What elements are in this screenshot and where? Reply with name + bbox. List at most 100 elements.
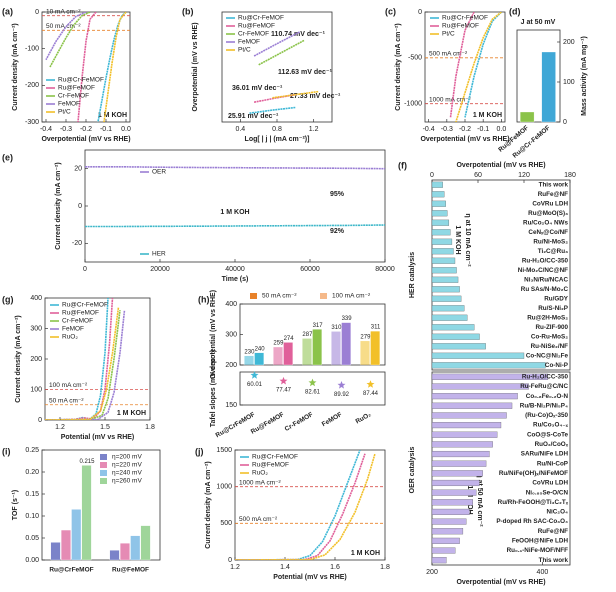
bar [431, 528, 464, 535]
x-tick-label: FeMOF [321, 411, 344, 428]
y-tick-label: 100 [30, 386, 42, 393]
annotation: 1 M KOH [220, 209, 249, 216]
bar [431, 547, 456, 554]
x-tick-label: -0.4 [423, 126, 435, 133]
panel-label: (g) [2, 294, 14, 304]
data-label: 240 [255, 346, 266, 352]
y-axis-title: Mass activity (mA mg⁻¹) [581, 36, 588, 116]
data-label: 77.47 [276, 388, 292, 394]
y-axis-title: TOF (s⁻¹) [12, 490, 19, 520]
y-axis-title: Tafel slopes (mV dec⁻¹) [210, 350, 217, 427]
bar [360, 340, 370, 366]
x-tick-label: 1.8 [145, 424, 155, 431]
y-axis-title: Current density (mA cm⁻²) [205, 461, 212, 548]
category-label: Ti₂C@Ru₃ [538, 248, 568, 255]
y-tick-label: 500 [220, 520, 232, 527]
annotation: J at 50 mV [521, 19, 556, 26]
y-tick-label: 0.20 [25, 469, 39, 476]
data-label: 230 [244, 349, 255, 355]
category-label: Ru-NiSe₂/NF [531, 343, 569, 350]
x-tick-label: 1.8 [380, 564, 390, 571]
series-line [45, 306, 120, 420]
data-label: 310 [331, 325, 342, 331]
legend-label: 100 mA cm⁻² [332, 293, 371, 300]
x-axis-title: Overpotential (mV vs RHE) [420, 136, 509, 143]
y-tick-label: 100 [563, 79, 575, 86]
bar [120, 543, 130, 561]
reference-label: 50 mA cm⁻² [49, 397, 84, 404]
plot-frame [431, 179, 571, 371]
bar [431, 276, 459, 283]
x-tick-label: 1.2 [55, 424, 65, 431]
x-tick-label: 120 [518, 172, 530, 179]
x-tick-label: -0.1 [100, 126, 112, 133]
category-label: Ru/NiFe(OH)ₓ/NiFeMOF [499, 470, 568, 477]
bar [520, 111, 535, 123]
legend-label: Cr-FeMOF [62, 318, 93, 325]
legend-label: RuO₂ [252, 470, 268, 477]
plot-frame [516, 29, 561, 123]
legend-label: Pt/C [442, 31, 455, 38]
legend-label: Pt/C [58, 109, 71, 116]
category-label: CeNₓ@Co/NF [528, 229, 568, 236]
bar [431, 373, 549, 380]
y-tick-label: 0 [228, 557, 232, 564]
bar [431, 441, 493, 448]
y-axis-title: Current density (mA cm⁻²) [55, 162, 62, 249]
x-tick-label: RuO₂ [354, 411, 372, 425]
category-label: Ru@2H-MoS₂ [527, 314, 568, 321]
bar [312, 329, 322, 366]
legend-label: η=260 mV [112, 478, 142, 485]
series-line [455, 12, 502, 122]
y-tick-label: 0 [35, 9, 39, 16]
legend-label: FeMOF [58, 101, 80, 108]
x-axis-title: Potential (mV vs RHE) [61, 434, 135, 441]
y-tick-label: 0 [563, 119, 567, 126]
reference-label: 500 mA cm⁻² [239, 516, 278, 523]
legend-label: Cr-FeMOF [238, 31, 269, 38]
marker [366, 380, 375, 388]
x-tick-label: -0.2 [459, 126, 471, 133]
reference-label: 50 mA cm⁻² [46, 23, 81, 30]
y-tick-label: 150 [225, 402, 237, 409]
legend-label: η=200 mV [112, 454, 142, 461]
panel-label: (i) [2, 446, 11, 456]
reference-label: 10 mA cm⁻² [46, 8, 81, 15]
data-label: 287 [302, 332, 313, 338]
panel-label: (h) [198, 294, 210, 304]
x-tick-label: Ru@FeMOF [250, 411, 286, 436]
bar [431, 499, 473, 506]
bar [81, 465, 92, 561]
legend-label: Ru@FeMOF [62, 310, 99, 317]
legend-label: Ru@Cr-FeMOF [238, 15, 284, 22]
x-tick-label: 0 [83, 266, 87, 273]
y-tick-label: -200 [25, 82, 39, 89]
category-label: Co-Ni-P [545, 362, 568, 369]
bar [254, 352, 264, 366]
x-axis-title: Log[ | j | (mA cm⁻²)] [245, 136, 310, 143]
series-line [77, 12, 97, 122]
legend-swatch [100, 478, 107, 484]
bar [431, 200, 446, 207]
category-label: Ru-H₂O/CC-350 [522, 373, 569, 380]
marker [250, 371, 259, 379]
data-label: 317 [313, 323, 324, 329]
legend-label: Pt/C [238, 47, 251, 54]
y-tick-label: 400 [225, 301, 237, 308]
category-label: Co₀.₈Fe₀.₂O-N [526, 393, 569, 400]
x-tick-label: 200 [426, 569, 438, 576]
category-label: P-doped Rh SAC-Co₃O₄ [496, 518, 568, 525]
x-tick-label: 80000 [375, 266, 395, 273]
x-tick-label: Cr-FeMOF [284, 411, 315, 433]
category-label: Ru/Co₃O₄₋ₓ [533, 422, 569, 429]
x-tick-label: Ru@CrFeMOF [49, 567, 93, 574]
y-tick-label: 0.10 [25, 513, 39, 520]
x-axis-title: Overpotential (mV vs RHE) [456, 579, 545, 586]
x-axis-title: Overpotential (mV vs RHE) [456, 162, 545, 169]
bar [431, 219, 450, 226]
legend-label: FeMOF [62, 326, 84, 333]
category-label: Ni₃N/Ru/NCAC [524, 276, 568, 283]
x-tick-label: 1.4 [280, 564, 290, 571]
data-label: 82.61 [305, 389, 321, 395]
category-label: SARu/NiFe LDH [521, 451, 569, 458]
